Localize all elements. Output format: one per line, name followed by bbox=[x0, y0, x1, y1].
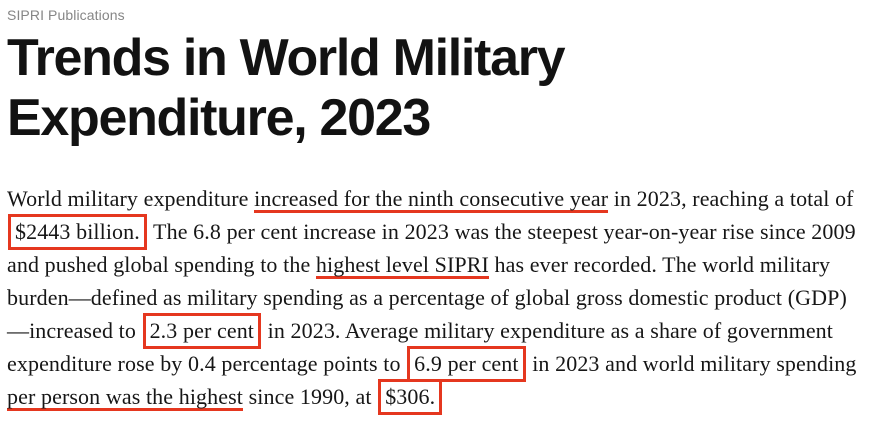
text-segment: in 2023, reaching a total of bbox=[608, 186, 854, 211]
text-segment: in 2023 and world military spending bbox=[526, 351, 857, 376]
annotation-box: 6.9 per cent bbox=[407, 346, 526, 382]
annotation-box: $306. bbox=[378, 379, 443, 415]
text-segment: World military expenditure bbox=[7, 186, 255, 211]
annotation-box: $2443 billion. bbox=[8, 214, 147, 250]
article-paragraph: World military expenditure increased for… bbox=[7, 182, 860, 415]
annotation-box: 2.3 per cent bbox=[142, 313, 262, 349]
page-title-line-1: Trends in World Military bbox=[7, 29, 566, 87]
annotation-underline: per person was the highest bbox=[7, 384, 243, 411]
page-title-line-2: Expenditure, 2023 bbox=[7, 89, 431, 147]
publication-label: SIPRI Publications bbox=[7, 7, 125, 23]
text-segment: has ever recorded. The world military bu… bbox=[7, 252, 847, 343]
text-segment: since 1990, at bbox=[243, 384, 378, 409]
text-segment: The 6.8 per cent increase in 2023 was th… bbox=[7, 219, 856, 277]
annotation-underline: highest level SIPRI bbox=[315, 252, 489, 279]
page-title: Trends in World Military Expenditure, 20… bbox=[7, 28, 667, 148]
text-segment: in 2023. Average military expenditure as… bbox=[7, 318, 833, 376]
annotation-underline: increased for the ninth consecutive year bbox=[254, 186, 609, 213]
